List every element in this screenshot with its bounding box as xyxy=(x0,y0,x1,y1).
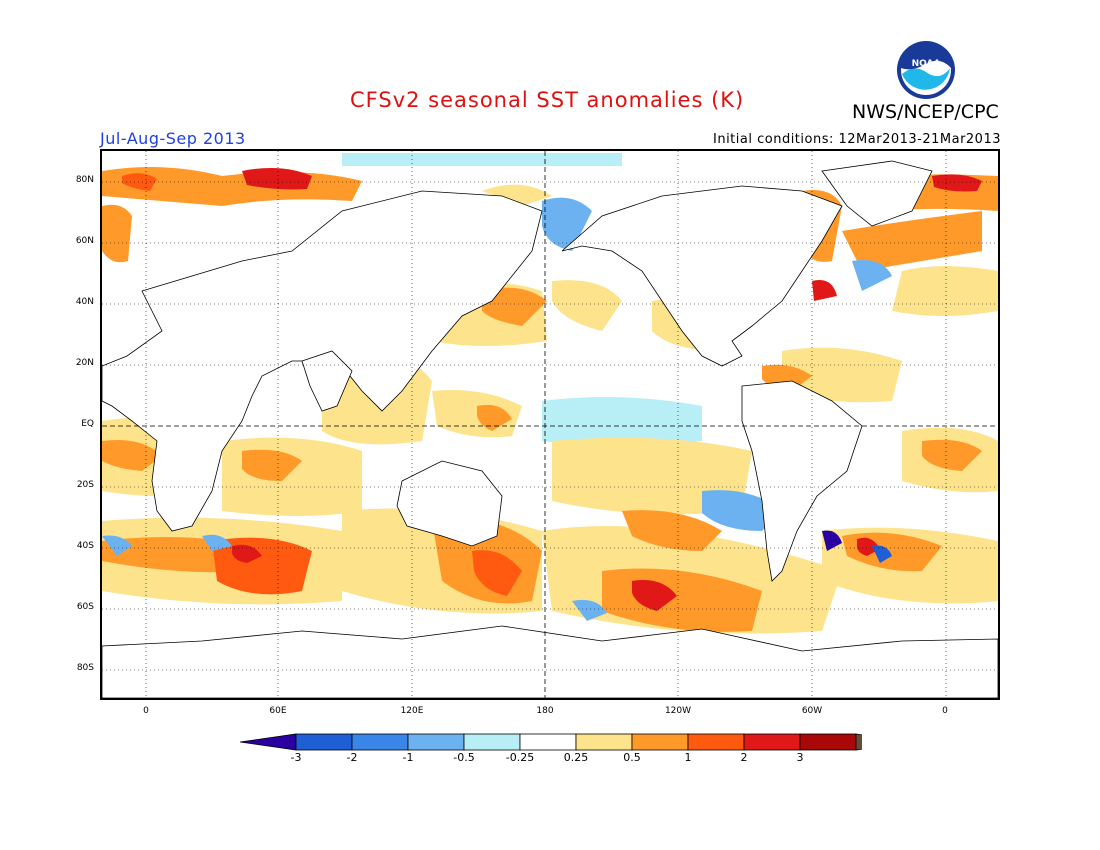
lat-label-60s: 60S xyxy=(76,602,94,612)
colorbar-swatch xyxy=(295,733,353,751)
lat-label-40n: 40N xyxy=(75,297,94,307)
colorbar-tick-label: 3 xyxy=(796,751,804,764)
organization-label: NWS/NCEP/CPC xyxy=(852,101,999,123)
lat-label-60n: 60N xyxy=(75,236,94,246)
colorbar-swatch xyxy=(855,733,862,751)
lat-label-40s: 40S xyxy=(76,541,94,551)
chart-title: CFSv2 seasonal SST anomalies (K) xyxy=(350,88,745,112)
colorbar-tick-label: -0.25 xyxy=(505,751,535,764)
lat-label-80s: 80S xyxy=(76,663,94,673)
svg-text:NOAA: NOAA xyxy=(912,59,941,69)
colorbar-tick-label: 0.25 xyxy=(563,751,589,764)
colorbar-swatch xyxy=(407,733,465,751)
colorbar-tick-label: -3 xyxy=(290,751,302,764)
lon-label-180: 180 xyxy=(536,706,554,716)
lon-label-0: 0 xyxy=(143,706,149,716)
continents xyxy=(102,160,998,698)
noaa-logo-icon: NOAA xyxy=(897,41,955,99)
lat-label-20n: 20N xyxy=(75,358,94,368)
lon-label-120w: 120W xyxy=(664,706,692,716)
colorbar-tick-label: 1 xyxy=(684,751,692,764)
graticule xyxy=(102,151,998,698)
colorbar xyxy=(240,733,862,751)
colorbar-swatch xyxy=(240,733,297,751)
colorbar-swatch xyxy=(519,733,577,751)
colorbar-tick-label: 0.5 xyxy=(623,751,641,764)
colorbar-tick-label: 2 xyxy=(740,751,748,764)
colorbar-swatch xyxy=(743,733,801,751)
colorbar-tick-label: -1 xyxy=(402,751,414,764)
colorbar-swatch xyxy=(687,733,745,751)
colorbar-tick-label: -2 xyxy=(346,751,358,764)
lon-label-60e: 60E xyxy=(269,706,287,716)
colorbar-tick-label: -0.5 xyxy=(453,751,475,764)
forecast-period: Jul-Aug-Sep 2013 xyxy=(100,129,246,148)
lon-label-60w: 60W xyxy=(801,706,823,716)
colorbar-swatch xyxy=(799,733,857,751)
lon-label-120e: 120E xyxy=(400,706,424,716)
lon-label-0-east: 0 xyxy=(942,706,948,716)
colorbar-swatch xyxy=(631,733,689,751)
colorbar-swatch xyxy=(575,733,633,751)
lat-label-20s: 20S xyxy=(76,480,94,490)
colorbar-swatch xyxy=(463,733,521,751)
lat-label-80n: 80N xyxy=(75,175,94,185)
reference-lines xyxy=(102,151,998,698)
colorbar-swatch xyxy=(351,733,409,751)
initial-conditions: Initial conditions: 12Mar2013-21Mar2013 xyxy=(713,132,1001,147)
lat-label-eq: EQ xyxy=(81,419,94,429)
sst-anomaly-map xyxy=(100,149,1000,700)
